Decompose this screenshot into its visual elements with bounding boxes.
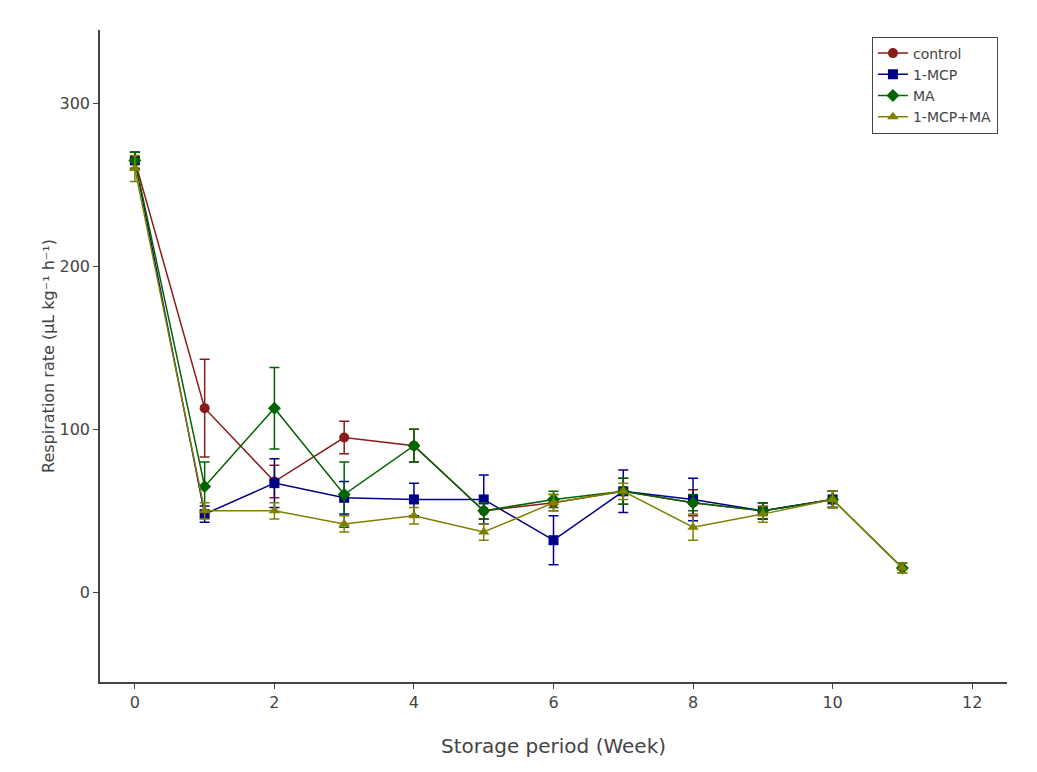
svg-text:4: 4	[409, 693, 419, 712]
svg-text:Storage period (Week): Storage period (Week)	[441, 734, 666, 758]
svg-text:MA: MA	[913, 88, 935, 104]
svg-text:10: 10	[822, 693, 842, 712]
svg-text:300: 300	[60, 94, 91, 113]
svg-text:2: 2	[269, 693, 279, 712]
svg-text:200: 200	[60, 257, 91, 276]
svg-text:12: 12	[962, 693, 982, 712]
svg-text:0: 0	[130, 693, 140, 712]
svg-text:8: 8	[688, 693, 698, 712]
svg-text:100: 100	[60, 420, 91, 439]
svg-text:1-MCP+MA: 1-MCP+MA	[913, 109, 991, 125]
svg-text:control: control	[913, 46, 962, 62]
svg-text:6: 6	[548, 693, 558, 712]
svg-text:0: 0	[80, 583, 90, 602]
svg-text:Respiration rate (μL kg⁻¹ h⁻¹): Respiration rate (μL kg⁻¹ h⁻¹)	[39, 239, 58, 473]
svg-text:1-MCP: 1-MCP	[913, 67, 957, 83]
